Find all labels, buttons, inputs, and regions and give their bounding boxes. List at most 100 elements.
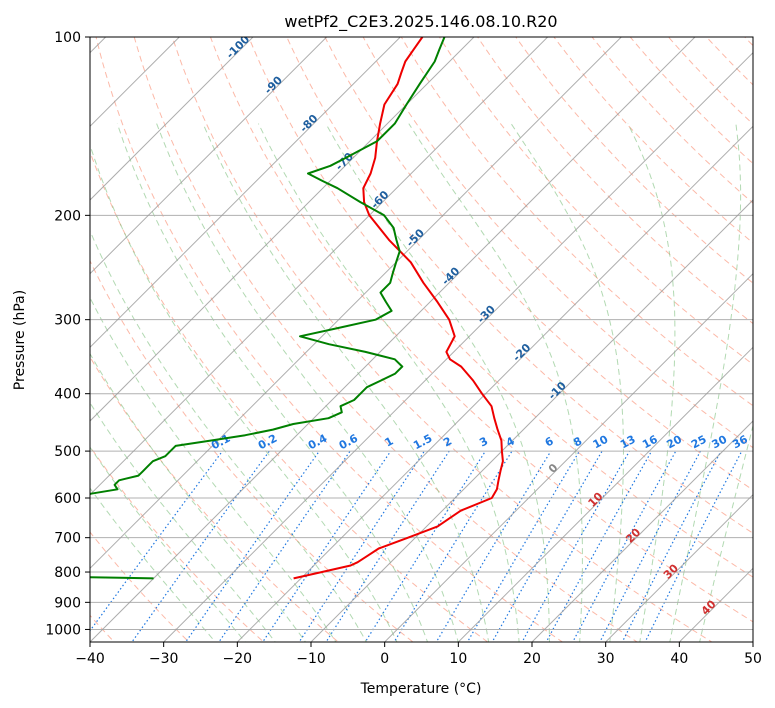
mixing-ratio-label: 25 [689, 433, 709, 452]
mixing-ratio-line [466, 450, 580, 642]
isotherm-line [604, 493, 753, 642]
mixing-ratio-line [131, 450, 270, 642]
mixing-ratio-line [90, 450, 223, 632]
isotherm-line [90, 37, 475, 422]
sounding-profiles [90, 37, 504, 580]
y-tick-label: 800 [54, 565, 81, 581]
y-tick-label: 600 [54, 491, 81, 507]
isotherm-line [90, 37, 254, 201]
dry-adiabat-line [324, 37, 753, 491]
dry-adiabat-line [248, 37, 753, 578]
x-axis-ticks: −40 −30 −20 −10 0 10 20 30 40 50 [75, 642, 762, 667]
x-tick-label: −20 [223, 651, 253, 667]
isotherm-line [90, 37, 549, 496]
mixing-ratio-line [298, 450, 425, 642]
mixing-ratio-label: 36 [730, 433, 750, 452]
isotherm-line [90, 37, 402, 349]
dry-adiabat-line [477, 37, 753, 325]
warm-isotherm-label: 20 [623, 525, 643, 545]
x-tick-label: 10 [449, 651, 467, 667]
isotherm-line [383, 272, 753, 642]
isotherm-label: -10 [546, 379, 569, 402]
mixing-ratio-label: 1 [383, 434, 396, 449]
mixing-ratio-label: 30 [710, 433, 730, 452]
mixing-ratio-line [393, 450, 513, 642]
mixing-ratio-label: 3 [477, 434, 490, 449]
temperature-profile-line [293, 37, 504, 580]
isotherm-line [0, 10, 59, 654]
mixing-ratio-label: 1.5 [411, 432, 434, 453]
y-tick-label: 900 [54, 595, 81, 611]
mixing-ratio-line [262, 450, 392, 642]
mixing-ratio-line [491, 450, 603, 642]
isotherm-line [752, 641, 753, 642]
mixing-ratio-label: 13 [618, 433, 638, 452]
chart-title: wetPf2_C2E3.2025.146.08.10.R20 [284, 12, 557, 32]
isotherm-line [162, 51, 753, 642]
mixing-ratio-line [545, 450, 653, 642]
isotherm-line [531, 420, 753, 642]
dry-adiabat-line [133, 37, 638, 642]
x-tick-label: 0 [380, 651, 389, 667]
warm-isotherm-label: 10 [586, 490, 606, 510]
mixing-ratio-line [644, 450, 743, 642]
x-tick-label: 30 [597, 651, 615, 667]
moist-adiabat-line [90, 401, 276, 642]
mixing-ratio-lines [90, 450, 743, 642]
x-tick-label: −40 [75, 651, 105, 667]
y-tick-label: 400 [54, 387, 81, 403]
isotherm-line [90, 37, 623, 570]
dry-adiabat-line [400, 37, 753, 407]
isotherm-label: -50 [404, 226, 427, 249]
dry-adiabat-line [756, 10, 775, 654]
mixing-ratio-line [435, 450, 552, 642]
plot-frame [89, 36, 754, 643]
dry-adiabat-line [90, 445, 265, 642]
dry-adiabat-line [90, 356, 340, 642]
isotherm-line [678, 567, 753, 642]
x-axis-label: Temperature (°C) [360, 681, 482, 697]
isotherm-line [457, 346, 753, 642]
moist-adiabat-line [627, 123, 676, 642]
mixing-ratio-label: 2 [441, 434, 454, 449]
y-tick-label: 700 [54, 531, 81, 547]
moist-adiabat-line [90, 352, 307, 642]
plot-area: -100-90-80-70-60-50-40-30-20-10010203040… [0, 10, 775, 654]
isotherm-line [90, 37, 328, 275]
mixing-ratio-line [218, 450, 351, 642]
dewpoint-profile-line [90, 37, 446, 580]
isotherm-line [90, 37, 696, 642]
dry-adiabat-line [743, 37, 753, 47]
dry-adiabat-line [438, 37, 753, 366]
mixing-ratio-label: 10 [591, 433, 611, 452]
isotherm-label: -40 [439, 264, 462, 287]
mixing-ratio-line [621, 450, 722, 642]
isotherm-label: -30 [475, 303, 498, 326]
y-axis-label: Pressure (hPa) [12, 290, 28, 390]
y-tick-label: 500 [54, 444, 81, 460]
moist-adiabat-line [510, 123, 625, 642]
moist-adiabats [90, 123, 753, 642]
isotherms [0, 10, 753, 654]
y-axis-ticks: 100 200 300 400 500 600 700 800 900 1000 [45, 30, 90, 638]
mixing-ratio-label: 0.4 [306, 432, 330, 453]
dry-adiabat-line [667, 37, 753, 125]
mixing-ratio-line [184, 450, 320, 642]
mixing-ratio-label: 6 [543, 434, 556, 449]
moist-adiabat-line [202, 123, 490, 642]
dry-adiabat-line [629, 37, 753, 165]
mixing-ratio-label: 20 [664, 433, 684, 452]
dry-adiabat-line [705, 37, 753, 86]
warm-isotherm-label: 30 [661, 561, 681, 581]
isotherm-line [236, 125, 753, 642]
dry-adiabats [90, 10, 775, 654]
isotherm-label: -90 [262, 73, 285, 96]
x-tick-label: −10 [296, 651, 326, 667]
moist-adiabat-line [699, 423, 753, 642]
x-tick-label: 20 [523, 651, 541, 667]
dry-adiabat-line [90, 259, 414, 642]
y-tick-label: 1000 [45, 622, 81, 638]
dry-adiabat-line [591, 37, 753, 204]
moist-adiabat-line [257, 123, 520, 642]
